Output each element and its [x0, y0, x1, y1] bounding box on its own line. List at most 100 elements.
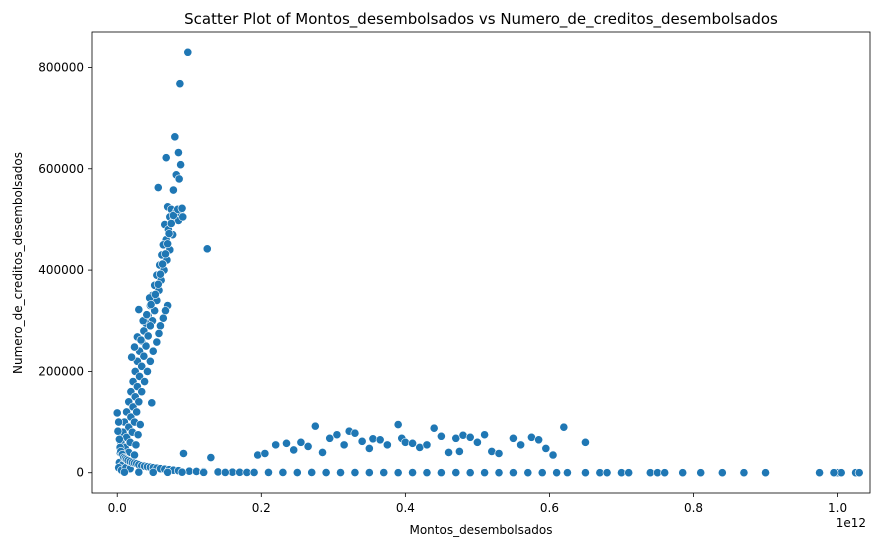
- data-point: [494, 449, 504, 458]
- x-axis-label: Montos_desembolsados: [409, 523, 552, 537]
- data-point: [271, 440, 281, 450]
- data-point: [133, 430, 143, 440]
- data-point: [296, 437, 306, 447]
- data-point: [174, 174, 184, 184]
- data-point: [829, 468, 839, 478]
- y-tick-label: 200000: [38, 364, 84, 378]
- data-point: [318, 448, 327, 457]
- data-point: [451, 468, 461, 477]
- data-point: [563, 468, 572, 478]
- data-point: [534, 435, 544, 445]
- data-point: [140, 377, 149, 386]
- data-point: [202, 244, 212, 254]
- data-point: [137, 361, 147, 371]
- y-tick-label: 400000: [38, 263, 84, 277]
- data-point: [178, 212, 188, 222]
- data-points: [112, 47, 864, 478]
- data-point: [156, 269, 165, 279]
- data-point: [357, 436, 367, 446]
- data-point: [179, 449, 188, 458]
- data-point: [436, 431, 446, 441]
- data-point: [581, 468, 590, 478]
- data-point: [175, 79, 185, 89]
- data-point: [170, 132, 180, 142]
- data-point: [147, 398, 157, 408]
- data-point: [148, 467, 158, 477]
- data-point: [854, 468, 864, 478]
- data-point: [152, 337, 162, 347]
- data-point: [509, 433, 518, 443]
- data-point: [480, 468, 489, 478]
- data-point: [260, 449, 270, 458]
- data-point: [177, 467, 187, 477]
- data-point: [114, 417, 124, 427]
- data-point: [131, 440, 141, 450]
- data-point: [509, 468, 518, 478]
- data-point: [145, 356, 155, 366]
- data-point: [183, 47, 193, 57]
- x-tick-label: 1.0: [828, 501, 847, 515]
- data-point: [307, 468, 317, 477]
- data-point: [717, 468, 727, 478]
- x-axis-ticks: 0.0 0.2 0.4 0.6 0.8 1.0: [108, 493, 847, 515]
- y-tick-label: 600000: [38, 162, 84, 176]
- data-point: [454, 447, 464, 456]
- data-point: [408, 468, 417, 477]
- data-point: [141, 341, 151, 351]
- data-point: [143, 367, 152, 376]
- data-point: [523, 468, 533, 478]
- chart-title: Scatter Plot of Montos_desembolsados vs …: [184, 10, 778, 29]
- data-point: [429, 423, 439, 433]
- data-point: [158, 313, 168, 323]
- data-point: [332, 430, 342, 440]
- y-axis-label: Numero_de_creditos_desembolsados: [11, 152, 25, 374]
- data-point: [480, 430, 489, 440]
- data-point: [458, 430, 468, 440]
- data-point: [249, 468, 259, 477]
- data-point: [282, 438, 291, 448]
- data-point: [350, 428, 360, 438]
- data-point: [696, 468, 706, 478]
- data-point: [156, 321, 165, 331]
- data-point: [163, 239, 173, 249]
- data-point: [158, 259, 167, 269]
- data-point: [146, 300, 156, 309]
- data-point: [130, 342, 139, 352]
- data-point: [364, 468, 374, 477]
- data-point: [112, 408, 122, 418]
- data-point: [375, 435, 385, 445]
- data-point: [220, 468, 230, 477]
- data-point: [379, 468, 389, 477]
- data-point: [153, 279, 163, 289]
- data-point: [134, 467, 144, 477]
- data-point: [199, 467, 209, 477]
- data-point: [135, 420, 145, 430]
- data-point: [364, 444, 374, 453]
- data-point: [400, 437, 410, 447]
- data-point: [336, 468, 345, 477]
- data-point: [678, 468, 688, 478]
- plot-frame: [91, 31, 871, 494]
- data-point: [303, 441, 313, 451]
- x-tick-label: 0.0: [108, 501, 127, 515]
- data-point: [161, 306, 170, 316]
- data-point: [537, 468, 547, 478]
- data-point: [660, 468, 670, 478]
- data-point: [393, 420, 403, 430]
- data-point: [325, 433, 335, 443]
- data-point: [154, 329, 164, 338]
- data-point: [382, 440, 392, 450]
- data-point: [168, 210, 178, 220]
- data-point: [581, 437, 590, 447]
- y-axis-ticks: 0 200000 400000 600000 800000: [38, 60, 92, 480]
- data-point: [174, 148, 183, 157]
- data-point: [145, 321, 155, 331]
- data-point: [163, 467, 173, 477]
- data-point: [465, 468, 475, 478]
- data-point: [289, 445, 299, 455]
- data-point: [602, 468, 612, 478]
- data-point: [761, 468, 770, 478]
- data-point: [422, 468, 432, 478]
- y-tick-label: 800000: [38, 60, 84, 74]
- data-point: [624, 468, 634, 478]
